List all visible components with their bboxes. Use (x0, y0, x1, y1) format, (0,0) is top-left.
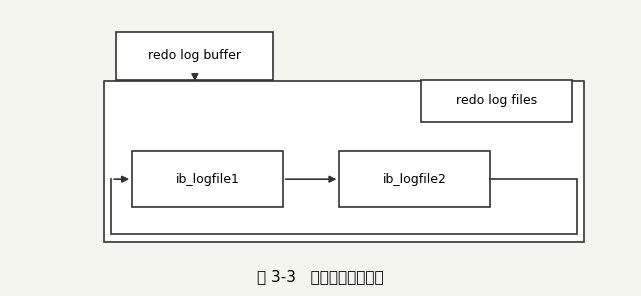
Bar (339, 151, 490, 207)
Bar (117, 32, 274, 80)
Text: 图 3-3   重做日志写入过程: 图 3-3 重做日志写入过程 (257, 269, 384, 284)
Text: ib_logfile2: ib_logfile2 (383, 173, 447, 186)
Text: redo log buffer: redo log buffer (148, 49, 242, 62)
Text: ib_logfile1: ib_logfile1 (176, 173, 239, 186)
Bar (132, 151, 283, 207)
Bar (421, 80, 572, 122)
Bar (104, 81, 585, 242)
Text: redo log files: redo log files (456, 94, 537, 107)
